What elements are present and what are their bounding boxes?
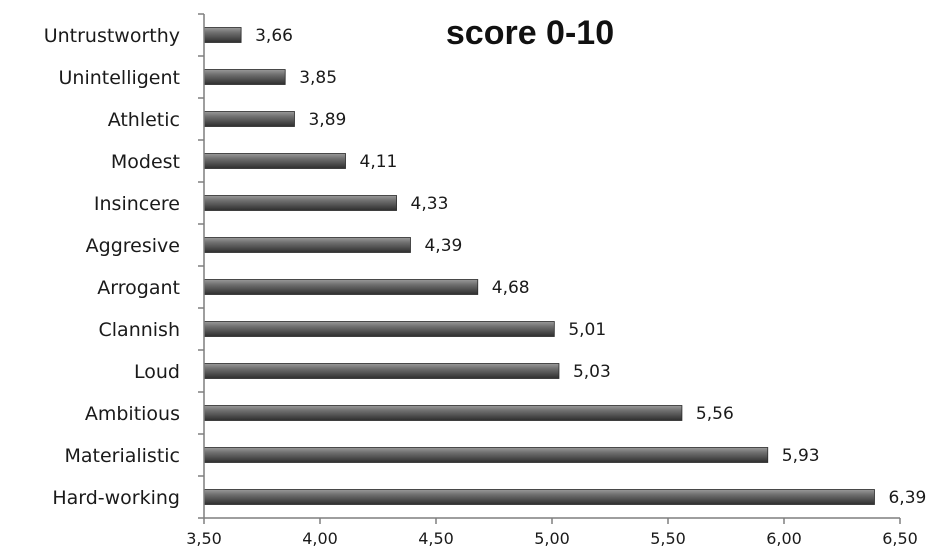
bar [203,153,346,169]
x-tick-label: 5,00 [534,529,570,548]
bar [203,279,479,295]
bar [203,237,411,253]
category-label: Loud [134,361,180,383]
bar [203,321,555,337]
data-label: 6,39 [888,488,926,508]
chart-title: score 0-10 [446,14,614,52]
bar [203,195,397,211]
x-tick-label: 3,50 [186,529,222,548]
bar [203,111,295,127]
bar [203,363,560,379]
category-label: Materialistic [64,445,180,467]
category-label: Ambitious [85,403,180,425]
category-label: Insincere [94,193,180,215]
x-tick-label: 6,00 [766,529,802,548]
category-label: Arrogant [97,277,180,299]
bar [203,69,286,85]
axes-group: 3,50 4,00 4,50 5,00 5,50 6,00 6,50 Untrustworth… [44,13,918,548]
bar [203,447,769,463]
bar [203,489,875,505]
data-label: 5,01 [568,320,606,340]
bar [203,405,683,421]
x-tick-label: 6,50 [882,529,918,548]
data-label: 3,85 [299,68,337,88]
data-label: 3,89 [308,110,346,130]
category-label: Modest [111,151,180,173]
category-label: Unintelligent [59,67,181,89]
data-label: 5,03 [573,362,611,382]
x-tick-label: 4,00 [302,529,338,548]
data-label: 5,93 [782,446,820,466]
category-label: Aggresive [86,235,180,257]
data-label: 4,33 [411,194,449,214]
category-label: Clannish [99,319,181,341]
data-label: 3,66 [255,26,293,46]
x-tick-label: 4,50 [418,529,454,548]
data-label: 4,39 [424,236,462,256]
category-label: Hard-working [52,487,180,509]
data-label: 4,68 [492,278,530,298]
bars-group: 3,66 3,85 3,89 4,11 4,33 4,39 4,68 5,01 5,03 5,56… [203,26,926,508]
data-label: 4,11 [360,152,398,172]
data-label: 5,56 [696,404,734,424]
category-label: Untrustworthy [44,25,180,47]
bar [203,27,242,43]
category-label: Athletic [108,109,180,131]
x-tick-label: 5,50 [650,529,686,548]
